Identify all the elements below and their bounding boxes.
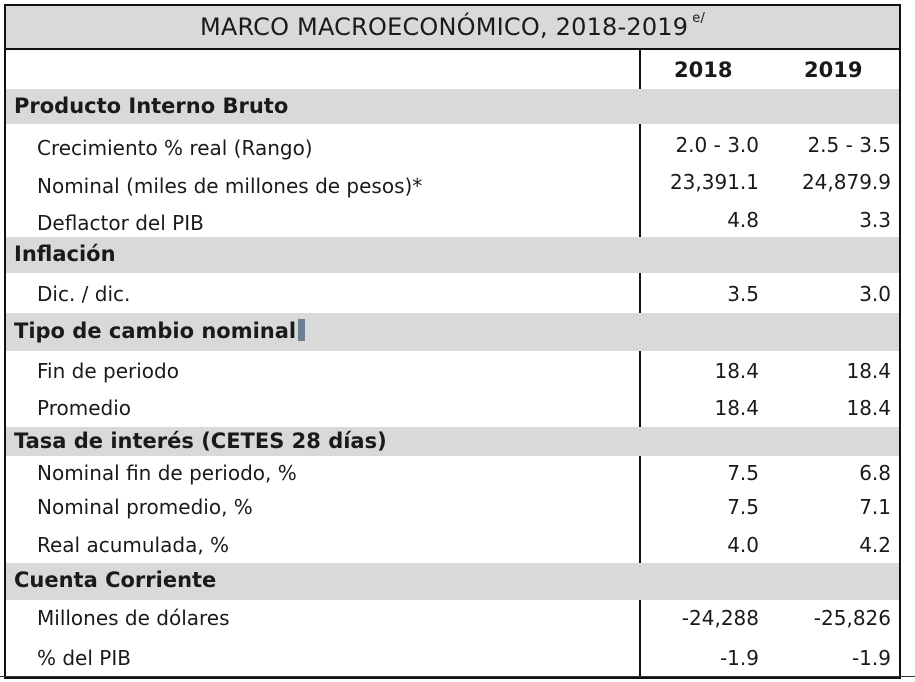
value-2019: 18.4 <box>846 359 891 383</box>
row-label: Millones de dólares <box>37 606 230 630</box>
column-header-2019: 2019 <box>804 58 863 82</box>
value-2019: -25,826 <box>813 606 891 630</box>
value-2018: 18.4 <box>714 396 759 420</box>
value-2018: 7.5 <box>727 495 759 519</box>
value-2019: -1.9 <box>851 646 891 670</box>
text-cursor-marker <box>298 319 306 341</box>
column-divider <box>639 48 641 677</box>
section-header-pib <box>6 89 899 124</box>
row-label: % del PIB <box>37 646 131 670</box>
row-label: Nominal promedio, % <box>37 495 253 519</box>
value-2018: -24,288 <box>681 606 759 630</box>
value-2018: 23,391.1 <box>669 170 759 194</box>
column-header-2018: 2018 <box>674 58 733 82</box>
row-label: Dic. / dic. <box>37 282 131 306</box>
row-label: Nominal fin de periodo, % <box>37 461 297 485</box>
section-header-cuenta-corriente <box>6 563 899 600</box>
section-header-inflacion <box>6 237 899 273</box>
value-2019: 3.0 <box>859 282 891 306</box>
value-2019: 6.8 <box>859 461 891 485</box>
table-title-bar: MARCO MACROECONÓMICO, 2018-2019 e/ <box>6 6 899 50</box>
value-2018: 4.8 <box>727 208 759 232</box>
row-label: Fin de periodo <box>37 359 179 383</box>
value-2019: 18.4 <box>846 396 891 420</box>
value-2018: 3.5 <box>727 282 759 306</box>
value-2018: 2.0 - 3.0 <box>675 133 759 157</box>
title-superscript: e/ <box>692 11 706 26</box>
value-2018: 4.0 <box>727 533 759 557</box>
value-2018: 7.5 <box>727 461 759 485</box>
section-label-with-cursor: Tipo de cambio nominal <box>14 319 306 343</box>
value-2019: 24,879.9 <box>801 170 891 194</box>
section-header-tasa-interes <box>6 427 899 456</box>
row-label: Deflactor del PIB <box>37 211 204 235</box>
section-label: Tipo de cambio nominal <box>14 319 297 343</box>
row-label: Nominal (miles de millones de pesos)* <box>37 174 423 198</box>
section-label: Tasa de interés (CETES 28 días) <box>14 429 387 453</box>
value-2018: -1.9 <box>719 646 759 670</box>
row-label: Real acumulada, % <box>37 533 230 557</box>
section-header-tipo-cambio <box>6 313 899 351</box>
row-label: Promedio <box>37 396 132 420</box>
section-label: Cuenta Corriente <box>14 568 217 592</box>
value-2019: 3.3 <box>859 208 891 232</box>
bottom-rule <box>0 676 915 677</box>
value-2018: 18.4 <box>714 359 759 383</box>
value-2019: 2.5 - 3.5 <box>807 133 891 157</box>
table-title: MARCO MACROECONÓMICO, 2018-2019 e/ <box>199 11 706 41</box>
section-label: Producto Interno Bruto <box>14 94 289 118</box>
value-2019: 7.1 <box>859 495 891 519</box>
value-2019: 4.2 <box>859 533 891 557</box>
section-label: Inflación <box>14 242 116 266</box>
row-label: Crecimiento % real (Rango) <box>37 136 313 160</box>
macro-table: MARCO MACROECONÓMICO, 2018-2019 e/ 2018 2… <box>4 4 901 679</box>
